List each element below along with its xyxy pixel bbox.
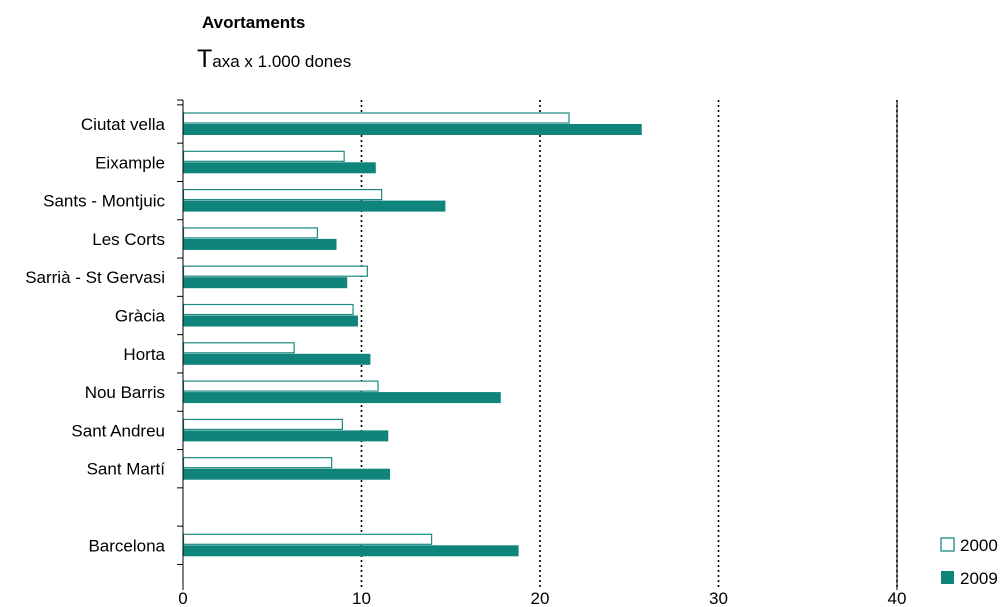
chart-subtitle-initial: T bbox=[197, 45, 212, 73]
category-label: Ciutat vella bbox=[81, 115, 166, 134]
bar-2009-8 bbox=[183, 430, 389, 442]
bar-2000-5 bbox=[182, 303, 354, 316]
bar-2009-9 bbox=[183, 468, 391, 480]
bar-2000-3 bbox=[182, 227, 318, 239]
x-tick-label-30: 30 bbox=[709, 589, 728, 607]
bar-2000-0 bbox=[182, 112, 570, 124]
x-tick-label-10: 10 bbox=[352, 589, 371, 607]
bar-2009-0 bbox=[183, 124, 642, 135]
legend-swatch-2009 bbox=[941, 571, 954, 584]
chart-subtitle: Taxa x 1.000 dones bbox=[197, 45, 351, 73]
bar-2000-11 bbox=[182, 533, 433, 545]
category-label: Horta bbox=[123, 345, 165, 364]
bar-2000-7 bbox=[182, 380, 379, 392]
bar-2009-2 bbox=[183, 200, 446, 212]
bars bbox=[182, 112, 642, 557]
bar-2000-4 bbox=[182, 265, 368, 277]
bar-2000-9 bbox=[182, 457, 333, 469]
bar-2000-2 bbox=[182, 189, 383, 201]
legend-label-2000: 2000 bbox=[960, 536, 998, 555]
category-label: Nou Barris bbox=[85, 383, 165, 402]
legend-swatch-2000 bbox=[940, 537, 955, 552]
bar-2009-3 bbox=[183, 238, 337, 250]
chart-subtitle-rest: axa x 1.000 dones bbox=[212, 52, 351, 71]
bar-2009-6 bbox=[183, 353, 371, 365]
grid bbox=[360, 100, 898, 590]
category-label: Gràcia bbox=[115, 307, 166, 326]
category-label: Sant Andreu bbox=[71, 421, 165, 440]
axes bbox=[177, 99, 898, 590]
category-label: Barcelona bbox=[88, 536, 165, 555]
bar-2000-1 bbox=[182, 150, 345, 162]
x-tick-label-40: 40 bbox=[888, 589, 907, 607]
legend: 2000 2009 bbox=[940, 536, 998, 588]
category-label: Sarrià - St Gervasi bbox=[25, 268, 165, 287]
bar-2009-4 bbox=[183, 277, 348, 289]
category-label: Les Corts bbox=[92, 230, 165, 249]
legend-label-2009: 2009 bbox=[960, 569, 998, 588]
bar-2000-6 bbox=[182, 342, 295, 354]
bar-2009-11 bbox=[183, 545, 519, 557]
bar-2009-5 bbox=[183, 315, 358, 327]
category-label: Eixample bbox=[95, 153, 165, 172]
chart-title: Avortaments bbox=[202, 13, 305, 32]
bar-2009-1 bbox=[183, 162, 376, 174]
x-tick-label-20: 20 bbox=[531, 589, 550, 607]
x-tick-label-0: 0 bbox=[178, 589, 187, 607]
category-label: Sants - Montjuic bbox=[43, 192, 165, 211]
bar-2009-7 bbox=[183, 392, 501, 404]
category-label: Sant Martí bbox=[87, 460, 166, 479]
bar-2000-8 bbox=[182, 418, 343, 430]
labels: 0 10 20 30 40 Ciutat vella Eixample Sants - Mon… bbox=[25, 115, 906, 607]
